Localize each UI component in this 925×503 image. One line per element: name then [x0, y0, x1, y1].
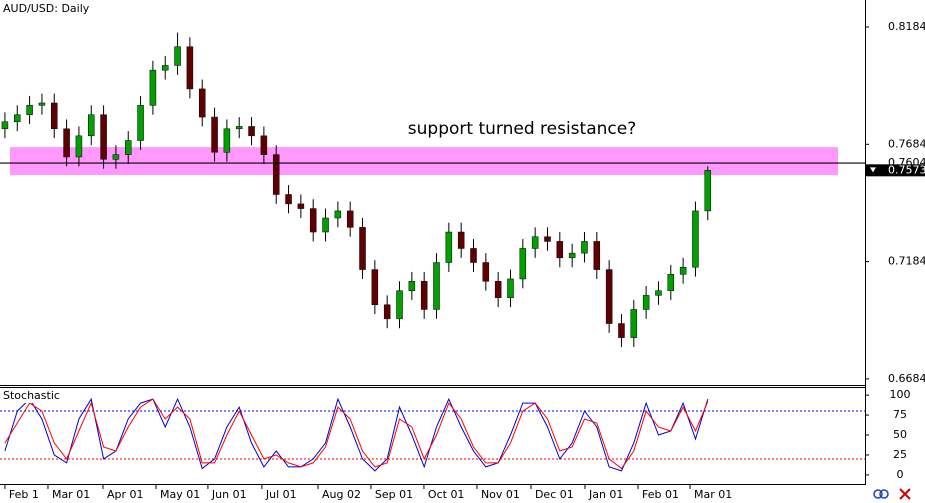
candle-body — [14, 114, 21, 123]
candle-body — [544, 236, 551, 242]
candle-body — [679, 266, 687, 275]
candle-body — [334, 210, 342, 219]
candle-body — [75, 135, 83, 158]
candle-body — [272, 154, 280, 195]
x-tick-label: Jul 01 — [265, 488, 297, 501]
candle-body — [51, 102, 58, 130]
candle-body — [223, 128, 231, 153]
candle-body — [470, 248, 477, 263]
candle-body — [346, 210, 354, 228]
candle-body — [297, 203, 305, 209]
candle-body — [1, 121, 9, 130]
toolbar-icons — [873, 488, 911, 500]
candle-body — [457, 231, 465, 249]
candle-body — [692, 210, 699, 268]
y-tick-label: 25 — [893, 448, 907, 461]
candle-body — [445, 231, 453, 263]
annotation: support turned resistance? — [408, 119, 636, 139]
x-tick-label: Feb 01 — [642, 488, 679, 501]
title-bg — [1, 1, 89, 16]
candle-body — [322, 217, 329, 233]
stochastic-line — [4, 398, 709, 470]
candle-body — [482, 262, 490, 282]
x-tick-label: Nov 01 — [481, 488, 520, 501]
candle-body — [531, 236, 539, 249]
candle-body — [211, 116, 218, 153]
link-icon[interactable] — [879, 489, 889, 499]
candle-body — [87, 114, 95, 137]
candle-body — [161, 65, 169, 71]
x-tick-label: Oct 01 — [428, 488, 465, 501]
candle-body — [149, 69, 157, 106]
x-tick-label: Sep 01 — [375, 488, 413, 501]
candle-body — [309, 208, 317, 233]
candle-body — [235, 126, 243, 130]
candle-body — [260, 135, 268, 155]
stochastic-line — [4, 397, 709, 472]
candle-body — [630, 309, 638, 338]
x-tick-label: May 01 — [160, 488, 200, 501]
candle-body — [704, 170, 712, 212]
candle-body — [581, 241, 588, 254]
y-tick-label: 0 — [897, 468, 904, 481]
candle-body — [507, 278, 514, 298]
candle-body — [285, 194, 292, 205]
y-tick-label: 100 — [890, 388, 911, 401]
candle-body — [396, 290, 403, 320]
y-tick-label: 0.8184 — [888, 20, 925, 33]
indicator-title: Stochastic — [3, 389, 60, 402]
price-label: 0.7573 — [888, 163, 925, 176]
candle-body — [137, 105, 144, 141]
x-tick-label: Mar 01 — [52, 488, 90, 501]
candle-body — [568, 252, 576, 259]
x-tick-label: Jun 01 — [211, 488, 247, 501]
x-tick-label: Dec 01 — [535, 488, 574, 501]
candle-body — [186, 46, 194, 90]
candle-body — [420, 281, 428, 310]
x-tick-label: Aug 02 — [322, 488, 361, 501]
candle-body — [408, 281, 416, 291]
x-tick-label: Mar 01 — [694, 488, 732, 501]
resistance-zone — [10, 147, 838, 176]
candle-body — [433, 262, 440, 310]
subtitle-bg — [1, 389, 57, 403]
price-box — [866, 164, 925, 177]
x-tick-label: Apr 01 — [107, 488, 144, 501]
link-icon[interactable] — [873, 489, 883, 499]
y-tick-label: 0.6684 — [888, 372, 925, 385]
x-tick-label: Feb 1 — [9, 488, 39, 501]
candle-body — [519, 248, 527, 280]
y-tick-label: 0.7184 — [888, 255, 925, 268]
candle-body — [248, 126, 255, 137]
y-tick-label: 0.7684 — [888, 137, 925, 150]
candle-body — [198, 88, 206, 118]
candle-body — [38, 102, 46, 106]
candle-body — [359, 227, 366, 270]
candle-body — [667, 274, 675, 291]
candle-body — [112, 154, 120, 160]
x-tick-label: Jan 01 — [588, 488, 623, 501]
chart-title: AUD/USD: Daily — [3, 2, 90, 15]
candle-body — [494, 281, 502, 298]
candle-body — [124, 140, 132, 155]
candle-body — [174, 46, 181, 66]
candle-body — [642, 295, 650, 310]
candle-body — [556, 241, 564, 259]
price-marker — [870, 167, 876, 173]
y-tick-label: 75 — [893, 408, 907, 421]
candle-body — [26, 105, 33, 115]
candle-body — [383, 304, 391, 320]
candle-body — [593, 241, 601, 270]
candle-body — [618, 323, 625, 338]
candle-body — [605, 269, 613, 324]
candle-body — [655, 290, 662, 296]
candle-body — [100, 114, 107, 160]
y-tick-label: 50 — [893, 428, 907, 441]
candle-body — [371, 269, 379, 306]
candle-body — [63, 128, 70, 158]
close-icon[interactable] — [899, 488, 911, 500]
